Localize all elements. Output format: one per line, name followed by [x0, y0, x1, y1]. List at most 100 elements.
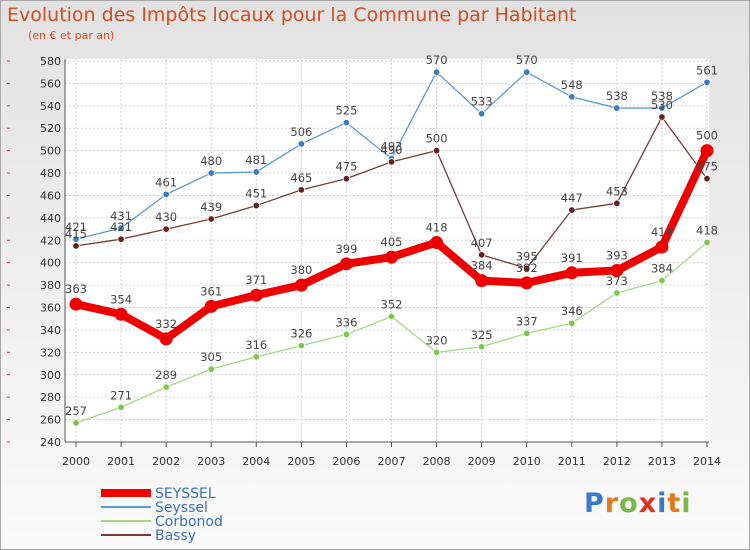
point-seyssel [703, 78, 711, 86]
data-label-seyssel: 363 [65, 282, 87, 296]
point-seyssel [565, 266, 579, 280]
point-seyssel [700, 144, 714, 158]
point-seyssel [297, 140, 306, 148]
data-label-corbonod: 373 [606, 274, 628, 288]
logo-letter: P [584, 488, 605, 519]
logo-letter: r [604, 488, 620, 519]
logo-letter: i [657, 488, 668, 519]
point-seyssel [610, 264, 624, 278]
data-label-corbonod: 320 [426, 333, 448, 347]
point-bassy [117, 235, 125, 243]
data-label-seyssel: 561 [696, 63, 718, 77]
point-seyssel [249, 288, 263, 302]
data-label-bassy: 490 [381, 143, 403, 157]
data-label-corbonod: 337 [516, 314, 538, 328]
data-label-seyssel: 525 [335, 104, 357, 118]
data-label-bassy: 415 [65, 227, 87, 241]
x-tick-label: 2006 [332, 455, 360, 468]
data-label-corbonod: 384 [651, 262, 673, 276]
point-seyssel [430, 236, 444, 250]
data-label-corbonod: 336 [335, 315, 357, 329]
y-tick-label: 240 [40, 436, 61, 449]
data-label-corbonod: 257 [65, 404, 87, 418]
legend-label-seyssel: SEYSSEL [155, 486, 216, 502]
data-label-bassy: 475 [335, 160, 357, 174]
data-label-seyssel: 391 [561, 251, 583, 265]
data-label-seyssel: 500 [696, 129, 718, 143]
point-corbonod [297, 341, 306, 350]
data-label-corbonod: 352 [381, 297, 403, 311]
point-seyssel [475, 274, 489, 288]
point-corbonod [523, 329, 531, 338]
point-seyssel [523, 68, 531, 76]
x-tick-label: 2011 [558, 455, 586, 468]
point-corbonod [432, 348, 441, 357]
point-bassy [207, 215, 215, 223]
y-tick-label: 340 [40, 324, 61, 337]
data-label-seyssel: 570 [516, 53, 538, 67]
data-label-bassy: 530 [651, 98, 673, 112]
data-label-seyssel: 361 [200, 284, 222, 298]
logo-letter: t [667, 488, 682, 519]
point-seyssel [520, 276, 534, 290]
logo-letter: x [638, 488, 658, 519]
point-seyssel [568, 93, 576, 101]
y-tick-label: 420 [40, 234, 61, 247]
point-seyssel [162, 190, 170, 199]
x-tick-label: 2010 [513, 455, 541, 468]
point-bassy [658, 113, 666, 121]
point-seyssel [117, 224, 125, 232]
data-label-bassy: 500 [426, 132, 448, 146]
x-tick-label: 2009 [468, 455, 496, 468]
proxiti-logo: Proxiti [584, 488, 692, 519]
y-tick-label: 580 [40, 55, 61, 68]
point-corbonod [162, 383, 170, 391]
point-corbonod [613, 289, 621, 297]
point-bassy [162, 225, 170, 233]
data-label-seyssel: 382 [516, 261, 538, 275]
y-tick-label: 400 [40, 257, 61, 270]
plot-area [65, 59, 709, 442]
data-label-bassy: 451 [245, 187, 267, 201]
x-tick-label: 2013 [648, 455, 676, 468]
point-corbonod [252, 353, 260, 361]
data-label-corbonod: 418 [696, 224, 718, 238]
data-label-seyssel: 332 [155, 317, 177, 331]
data-label-seyssel: 371 [245, 273, 267, 287]
data-label-corbonod: 346 [561, 304, 583, 318]
point-corbonod [703, 238, 711, 247]
x-tick-label: 2008 [423, 455, 451, 468]
data-label-corbonod: 271 [110, 388, 132, 402]
point-bassy [72, 242, 80, 250]
data-label-bassy: 407 [471, 236, 493, 250]
y-tick-label: 320 [40, 346, 61, 359]
data-label-seyssel: 418 [426, 221, 448, 235]
point-seyssel [252, 168, 260, 176]
point-seyssel [655, 240, 669, 254]
logo-letter: o [619, 488, 639, 519]
data-label-seyssel: 393 [606, 249, 628, 263]
data-label-bassy: 430 [155, 210, 177, 224]
chart-title: Evolution des Impôts locaux pour la Comm… [7, 4, 577, 26]
point-seyssel [658, 104, 666, 112]
data-label-corbonod: 289 [155, 368, 177, 382]
legend-label-seyssel: Seyssel [155, 500, 208, 516]
point-bassy [703, 174, 711, 183]
point-corbonod [477, 343, 486, 351]
y-tick-label: 460 [40, 189, 61, 202]
x-tick-label: 2007 [378, 455, 406, 468]
data-label-bassy: 439 [200, 200, 222, 214]
legend-label-corbonod: Corbonod [155, 514, 223, 530]
y-tick-label: 360 [40, 302, 61, 315]
point-seyssel [342, 118, 351, 127]
point-corbonod [117, 403, 125, 411]
data-label-seyssel: 354 [110, 292, 132, 306]
data-label-corbonod: 316 [245, 338, 267, 352]
point-seyssel [432, 68, 441, 76]
chart-subtitle: (en € et par an) [28, 29, 115, 42]
point-bassy [252, 201, 260, 210]
